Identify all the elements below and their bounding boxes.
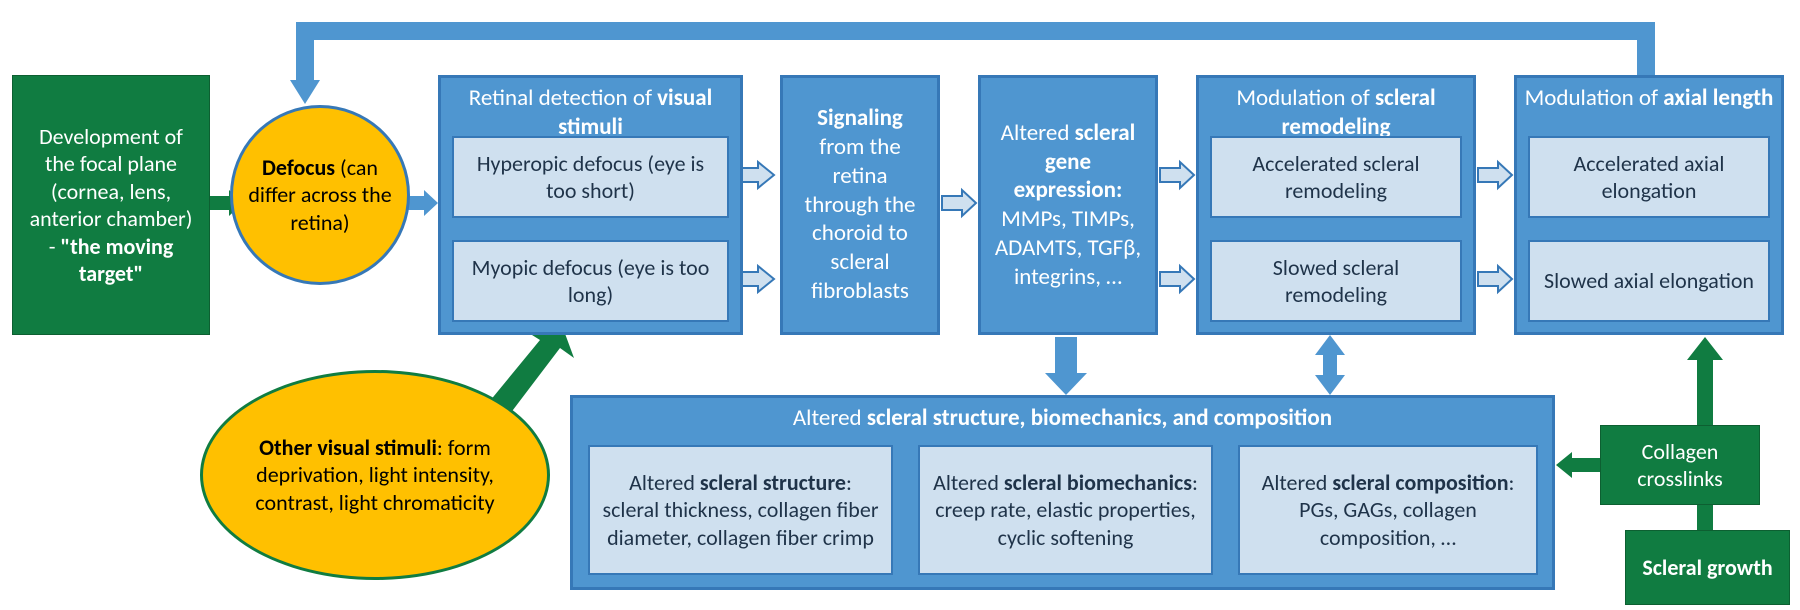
- sub-hyperopic: Hyperopic defocus (eye is too short): [452, 136, 729, 218]
- signaling-text: Signaling from the retina through the ch…: [795, 104, 925, 305]
- structure-title: Altered scleral structure, biomechanics,…: [793, 404, 1332, 433]
- sub-slowed-remod: Slowed scleral remodeling: [1210, 240, 1462, 322]
- slowed-remod-text: Slowed scleral remodeling: [1224, 254, 1448, 309]
- sub-accel-axial: Accelerated axial elongation: [1528, 136, 1770, 218]
- other-stimuli-text: Other visual stimuli: form deprivation, …: [215, 434, 535, 517]
- scleral-growth-text: Scleral growth: [1642, 554, 1772, 582]
- edge-crosslinks-to-composition: [1556, 452, 1600, 478]
- panel-signaling: Signaling from the retina through the ch…: [780, 75, 940, 335]
- crosslinks-text: Collagen crosslinks: [1613, 438, 1747, 493]
- structure-text: Altered scleral structure: scleral thick…: [602, 469, 879, 552]
- sub-slowed-axial: Slowed axial elongation: [1528, 240, 1770, 322]
- axial-title: Modulation of axial length: [1525, 84, 1774, 113]
- sub-accel-remod: Accelerated scleral remodeling: [1210, 136, 1462, 218]
- sub-composition: Altered scleral composition: PGs, GAGs, …: [1238, 445, 1538, 575]
- sub-biomechanics: Altered scleral biomechanics: creep rate…: [918, 445, 1213, 575]
- node-collagen-crosslinks: Collagen crosslinks: [1600, 425, 1760, 505]
- accel-remod-text: Accelerated scleral remodeling: [1224, 150, 1448, 205]
- accel-axial-text: Accelerated axial elongation: [1542, 150, 1756, 205]
- remodeling-title: Modulation of scleral remodeling: [1199, 84, 1473, 142]
- sub-structure: Altered scleral structure: scleral thick…: [588, 445, 893, 575]
- panel-gene-expression: Altered scleral gene expression: MMPs, T…: [978, 75, 1158, 335]
- biomech-text: Altered scleral biomechanics: creep rate…: [932, 469, 1199, 552]
- hyperopic-text: Hyperopic defocus (eye is too short): [466, 150, 715, 205]
- focal-plane-text: Development of the focal plane (cornea, …: [25, 123, 197, 288]
- node-scleral-growth: Scleral growth: [1625, 530, 1790, 605]
- node-defocus: Defocus (can differ across the retina): [230, 105, 410, 285]
- edge-gene-to-structure: [1045, 337, 1087, 395]
- retinal-title: Retinal detection of visual stimuli: [441, 84, 740, 142]
- defocus-text: Defocus (can differ across the retina): [245, 154, 395, 237]
- slowed-axial-text: Slowed axial elongation: [1544, 267, 1754, 295]
- myopic-text: Myopic defocus (eye is too long): [466, 254, 715, 309]
- composition-text: Altered scleral composition: PGs, GAGs, …: [1252, 469, 1524, 552]
- node-other-stimuli: Other visual stimuli: form deprivation, …: [200, 370, 550, 580]
- gene-expr-text: Altered scleral gene expression: MMPs, T…: [993, 119, 1143, 292]
- sub-myopic: Myopic defocus (eye is too long): [452, 240, 729, 322]
- node-focal-plane: Development of the focal plane (cornea, …: [12, 75, 210, 335]
- edge-remod-structure: [1315, 335, 1345, 395]
